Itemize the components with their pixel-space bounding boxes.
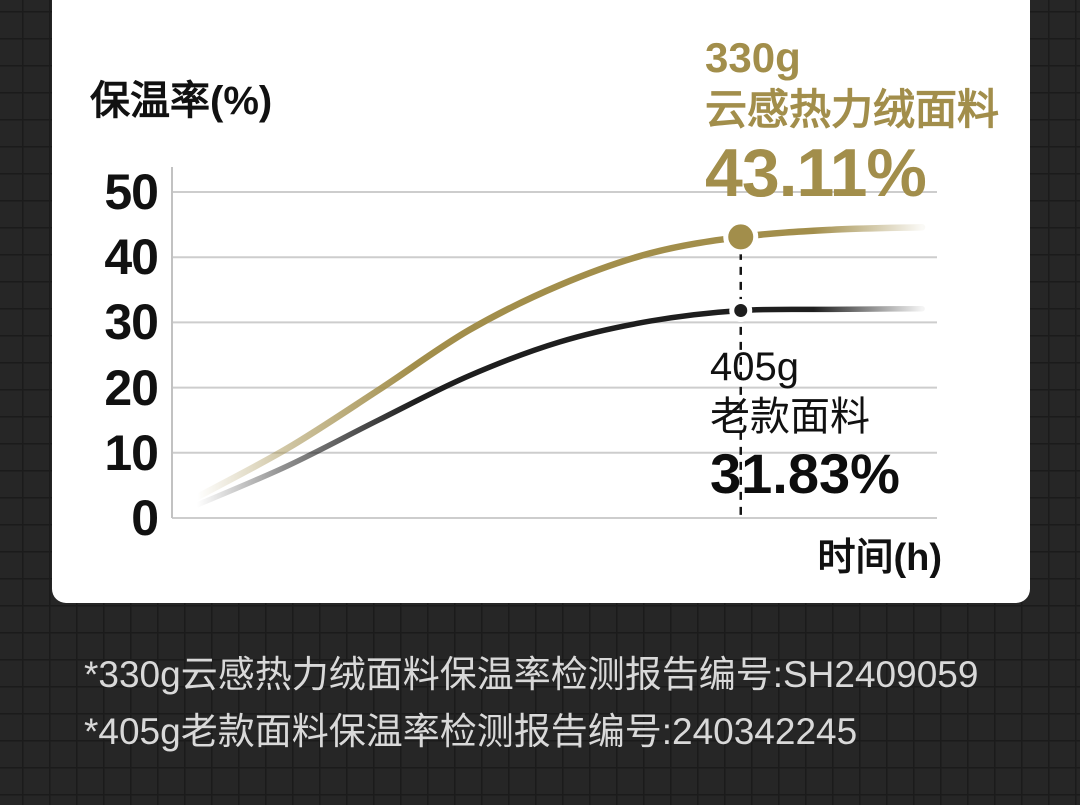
y-tick-label: 0 xyxy=(131,490,159,546)
y-tick-label: 40 xyxy=(104,229,159,286)
y-tick-label: 20 xyxy=(104,359,159,416)
series-weight-label: 330g xyxy=(705,34,801,81)
y-tick-label: 50 xyxy=(104,164,159,220)
series-value-label: 43.11% xyxy=(705,135,927,211)
series-curve-old-fabric xyxy=(194,305,925,508)
series-annotation-old-fabric: 405g 老款面料 31.83% xyxy=(710,342,900,506)
marker-dot-new-fabric xyxy=(723,219,759,255)
series-annotation-new-fabric: 330g 云感热力绒面料 43.11% xyxy=(705,32,999,210)
gridlines xyxy=(172,191,937,519)
footnote-new-fabric-report: *330g云感热力绒面料保温率检测报告编号:SH2409059 xyxy=(84,654,979,695)
series-name-label: 老款面料 xyxy=(710,395,870,439)
footnotes: *330g云感热力绒面料保温率检测报告编号:SH2409059 *405g老款面… xyxy=(84,646,978,760)
y-tick-label: 30 xyxy=(104,294,159,351)
series-name-label: 云感热力绒面料 xyxy=(705,86,1000,133)
line-chart xyxy=(171,167,937,519)
y-tick-label: 10 xyxy=(104,424,159,481)
y-axis-title: 保温率(%) xyxy=(90,79,273,123)
series-weight-label: 405g xyxy=(710,345,799,389)
marker-dot-old-fabric xyxy=(729,298,753,322)
series-curve-new-fabric xyxy=(193,223,926,501)
chart-card: 保温率(%) 时间(h) 50 40 30 20 10 0 330g 云感热力绒面料 43… xyxy=(52,0,1030,603)
footnote-old-fabric-report: *405g老款面料保温率检测报告编号:240342245 xyxy=(84,711,858,752)
series-value-label: 31.83% xyxy=(710,442,900,505)
x-axis-title: 时间(h) xyxy=(817,537,942,579)
